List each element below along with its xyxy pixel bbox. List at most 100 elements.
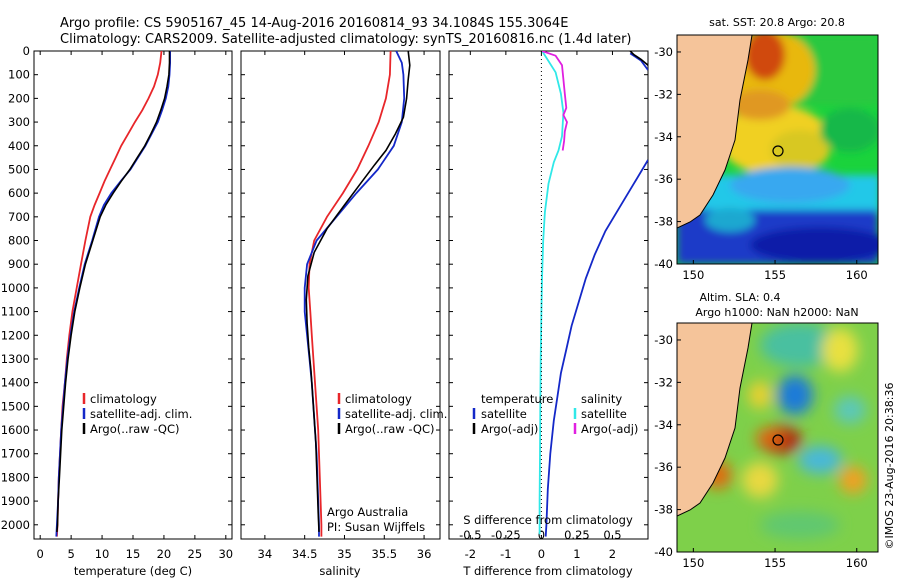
- map-sla-axes: 150 155 160 -30 -32 -34 -36 -38 -40: [654, 333, 868, 570]
- lat-tick-label: -30: [654, 45, 673, 59]
- temperature-tick-label: 25: [188, 547, 203, 561]
- lat-tick-label: -34: [654, 130, 673, 144]
- s-difference-tick-label: 0.25: [564, 528, 590, 542]
- depth-tick-label: 600: [8, 186, 30, 200]
- panel-salinity: 34 34.5 35 35.5 36 salinity climatology sate…: [240, 50, 447, 578]
- t-difference-tick-label: -2: [465, 547, 476, 561]
- depth-tick-label: 1100: [1, 305, 30, 319]
- depth-tick-label: 1800: [1, 470, 30, 484]
- temperature-xlabel: temperature (deg C): [74, 564, 192, 578]
- depth-tick-label: 700: [8, 210, 30, 224]
- lat-tick-label: -36: [654, 172, 673, 186]
- map-sst: sat. SST: 20.8 Argo: 20.8 150 1: [654, 16, 879, 282]
- depth-axis: 0100200300400500600700800900100011001200…: [1, 44, 233, 561]
- map-sla-frame: [676, 322, 879, 553]
- t-difference-xlabel: T difference from climatology: [462, 564, 633, 578]
- annotation-pi: PI: Susan Wijffels: [327, 520, 425, 534]
- series-line-climatology: [307, 51, 392, 537]
- t-difference-tick-label: 1: [573, 547, 580, 561]
- lon-tick-label: 150: [682, 268, 704, 282]
- difference-series: [538, 51, 648, 539]
- s-difference-xlabel: S difference from climatology: [463, 513, 633, 527]
- lon-tick-label: 160: [846, 268, 868, 282]
- s-difference-tick-label: -0.5: [459, 528, 481, 542]
- depth-tick-label: 1900: [1, 494, 30, 508]
- depth-tick-label: 300: [8, 115, 30, 129]
- depth-tick-label: 100: [8, 68, 30, 82]
- lon-tick-label: 150: [682, 556, 704, 570]
- imos-timestamp: ©IMOS 23-Aug-2016 20:38:36: [883, 383, 896, 550]
- depth-tick-label: 400: [8, 139, 30, 153]
- salinity-tick-label: 35.5: [371, 547, 397, 561]
- series-line-salinity-satellite: [538, 51, 565, 535]
- argo-location-marker: [772, 145, 784, 157]
- annotation-argo-australia: Argo Australia: [327, 505, 408, 519]
- lat-tick-label: -32: [654, 375, 673, 389]
- temperature-legend: climatology satellite-adj. clim. Argo(..…: [82, 392, 192, 436]
- lon-tick-label: 155: [764, 268, 786, 282]
- lon-tick-label: 160: [846, 556, 868, 570]
- salinity-tick-label: 35: [337, 547, 352, 561]
- sla-field: [677, 323, 878, 552]
- temperature-tick-label: 20: [157, 547, 172, 561]
- legend-sal-argo: Argo(-adj): [581, 422, 638, 436]
- map-sst-title: sat. SST: 20.8 Argo: 20.8: [709, 16, 845, 29]
- t-difference-tick-label: 0: [538, 547, 545, 561]
- lat-tick-label: -32: [654, 87, 673, 101]
- map-sst-axes: 150 155 160 -30 -32 -34 -36 -38 -40: [654, 45, 868, 282]
- panel-salinity-frame: [240, 50, 441, 540]
- legend-temperature-title: temperature: [481, 392, 553, 406]
- lat-tick-label: -38: [654, 503, 673, 517]
- legend-argo: Argo(..raw -QC): [90, 422, 180, 436]
- depth-tick-label: 0: [23, 44, 30, 58]
- depth-tick-label: 1700: [1, 447, 30, 461]
- legend-salinity-title: salinity: [581, 392, 622, 406]
- temperature-tick-label: 5: [67, 547, 74, 561]
- salinity-xlabel: salinity: [319, 564, 360, 578]
- depth-tick-label: 500: [8, 162, 30, 176]
- depth-tick-label: 1500: [1, 399, 30, 413]
- map-sst-frame: [676, 34, 879, 265]
- depth-tick-label: 1600: [1, 423, 30, 437]
- s-difference-tick-label: -0.25: [491, 528, 521, 542]
- series-line-salinity-argo-adj-: [541, 51, 568, 151]
- series-line-temperature-satellite-deep-: [544, 159, 648, 537]
- series-line-argo-raw-qc-: [56, 51, 171, 532]
- temperature-series: [55, 51, 172, 537]
- map-sla: Altim. SLA: 0.4 Argo h1000: NaN h2000: N…: [654, 291, 879, 570]
- series-line-temperature-satellite: [629, 52, 648, 71]
- salinity-series: [303, 51, 411, 537]
- lat-tick-label: -34: [654, 418, 673, 432]
- depth-tick-label: 1300: [1, 352, 30, 366]
- series-line-climatology: [56, 51, 163, 537]
- salinity-legend: climatology satellite-adj. clim. Argo(..…: [337, 392, 447, 436]
- series-line-satellite-adj-clim-: [55, 51, 172, 537]
- lat-tick-label: -30: [654, 333, 673, 347]
- t-difference-tick-label: -1: [500, 547, 511, 561]
- difference-legend: temperature satellite Argo(-adj) salinit…: [472, 392, 638, 436]
- temperature-tick-label: 10: [95, 547, 110, 561]
- temperature-tick-label: 15: [126, 547, 141, 561]
- lat-tick-label: -38: [654, 215, 673, 229]
- panel-temperature: 0100200300400500600700800900100011001200…: [1, 44, 233, 578]
- sst-field: [677, 35, 878, 264]
- argo-location-marker: [772, 434, 784, 446]
- header-line1: Argo profile: CS 5905167_45 14-Aug-2016 …: [60, 16, 568, 31]
- panel-difference-frame: [448, 50, 649, 540]
- lat-tick-label: -36: [654, 460, 673, 474]
- depth-tick-label: 200: [8, 91, 30, 105]
- salinity-tick-label: 36: [417, 547, 432, 561]
- legend-satellite-adj: satellite-adj. clim.: [345, 407, 447, 421]
- salinity-axis: 34 34.5 35 35.5 36: [241, 50, 440, 561]
- legend-temp-argo: Argo(-adj): [481, 422, 538, 436]
- legend-temp-satellite: satellite: [481, 407, 527, 421]
- map-sla-title1: Altim. SLA: 0.4: [699, 291, 780, 304]
- lon-tick-label: 155: [764, 556, 786, 570]
- lat-tick-label: -40: [654, 257, 673, 271]
- temperature-tick-label: 30: [218, 547, 233, 561]
- depth-tick-label: 1200: [1, 328, 30, 342]
- header-line2: Climatology: CARS2009. Satellite-adjuste…: [60, 32, 632, 47]
- depth-tick-label: 2000: [1, 518, 30, 532]
